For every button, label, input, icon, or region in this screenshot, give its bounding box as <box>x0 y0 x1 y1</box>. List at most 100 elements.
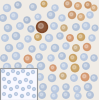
Circle shape <box>12 14 15 17</box>
Circle shape <box>84 64 87 67</box>
Circle shape <box>81 73 89 81</box>
Circle shape <box>51 44 59 52</box>
Circle shape <box>38 23 43 28</box>
Circle shape <box>41 1 47 7</box>
Circle shape <box>41 45 44 48</box>
Circle shape <box>78 34 85 40</box>
Circle shape <box>46 34 52 42</box>
Circle shape <box>31 5 34 8</box>
Circle shape <box>3 93 9 99</box>
Circle shape <box>7 73 9 75</box>
Circle shape <box>72 76 75 79</box>
Circle shape <box>71 64 79 72</box>
Circle shape <box>85 45 88 48</box>
Circle shape <box>62 64 65 67</box>
Circle shape <box>37 74 43 80</box>
Circle shape <box>85 2 91 8</box>
Circle shape <box>60 54 63 57</box>
Circle shape <box>39 64 42 67</box>
Circle shape <box>26 76 32 82</box>
Circle shape <box>29 27 32 30</box>
Circle shape <box>74 86 80 92</box>
Circle shape <box>59 15 65 21</box>
Circle shape <box>75 93 81 99</box>
Circle shape <box>62 26 65 29</box>
Circle shape <box>63 84 69 90</box>
Circle shape <box>49 56 52 59</box>
Circle shape <box>2 78 6 80</box>
Circle shape <box>86 85 89 88</box>
Circle shape <box>30 81 32 83</box>
Circle shape <box>5 6 8 9</box>
Circle shape <box>78 14 84 20</box>
Circle shape <box>71 56 74 59</box>
Circle shape <box>64 93 67 96</box>
Circle shape <box>29 87 32 90</box>
Circle shape <box>24 17 30 23</box>
Circle shape <box>28 86 30 88</box>
Circle shape <box>38 62 44 70</box>
Circle shape <box>15 93 17 95</box>
Circle shape <box>61 74 64 77</box>
Circle shape <box>6 86 9 89</box>
Circle shape <box>21 70 24 72</box>
Circle shape <box>31 70 34 74</box>
Circle shape <box>53 6 56 9</box>
Circle shape <box>16 3 19 6</box>
Circle shape <box>4 84 11 92</box>
Circle shape <box>40 44 46 50</box>
Circle shape <box>28 66 31 69</box>
Circle shape <box>37 22 48 32</box>
Circle shape <box>13 78 17 80</box>
Circle shape <box>87 92 93 98</box>
Circle shape <box>88 93 91 96</box>
Circle shape <box>15 2 21 8</box>
Circle shape <box>25 36 31 42</box>
Circle shape <box>3 64 10 70</box>
Circle shape <box>47 36 50 39</box>
Circle shape <box>91 5 97 11</box>
Circle shape <box>64 85 67 88</box>
Circle shape <box>53 87 56 90</box>
Circle shape <box>76 94 79 97</box>
Circle shape <box>92 6 95 9</box>
Circle shape <box>16 64 19 67</box>
Circle shape <box>93 26 96 29</box>
Circle shape <box>79 15 82 18</box>
Circle shape <box>51 66 54 69</box>
Circle shape <box>15 74 18 77</box>
Circle shape <box>79 35 82 38</box>
Circle shape <box>60 16 63 19</box>
Circle shape <box>67 35 73 41</box>
Circle shape <box>69 55 77 62</box>
Circle shape <box>51 86 59 92</box>
Circle shape <box>52 94 55 97</box>
Circle shape <box>20 94 23 98</box>
Circle shape <box>6 44 12 52</box>
Circle shape <box>38 75 41 78</box>
Circle shape <box>6 26 9 29</box>
Circle shape <box>1 55 7 61</box>
Circle shape <box>92 76 95 79</box>
Circle shape <box>28 94 31 97</box>
Circle shape <box>41 85 44 88</box>
Circle shape <box>76 4 79 7</box>
Circle shape <box>48 55 54 61</box>
Circle shape <box>63 43 69 49</box>
Circle shape <box>73 66 76 69</box>
Circle shape <box>90 36 93 39</box>
Circle shape <box>10 12 18 20</box>
Circle shape <box>15 92 21 98</box>
Circle shape <box>12 52 20 59</box>
Circle shape <box>39 92 45 98</box>
Circle shape <box>60 73 66 79</box>
Circle shape <box>26 56 29 60</box>
Circle shape <box>40 84 46 90</box>
Circle shape <box>57 33 63 39</box>
Circle shape <box>17 83 23 89</box>
Circle shape <box>69 12 76 18</box>
Circle shape <box>27 65 33 71</box>
Circle shape <box>88 13 91 16</box>
Circle shape <box>25 18 28 21</box>
Circle shape <box>24 78 28 81</box>
